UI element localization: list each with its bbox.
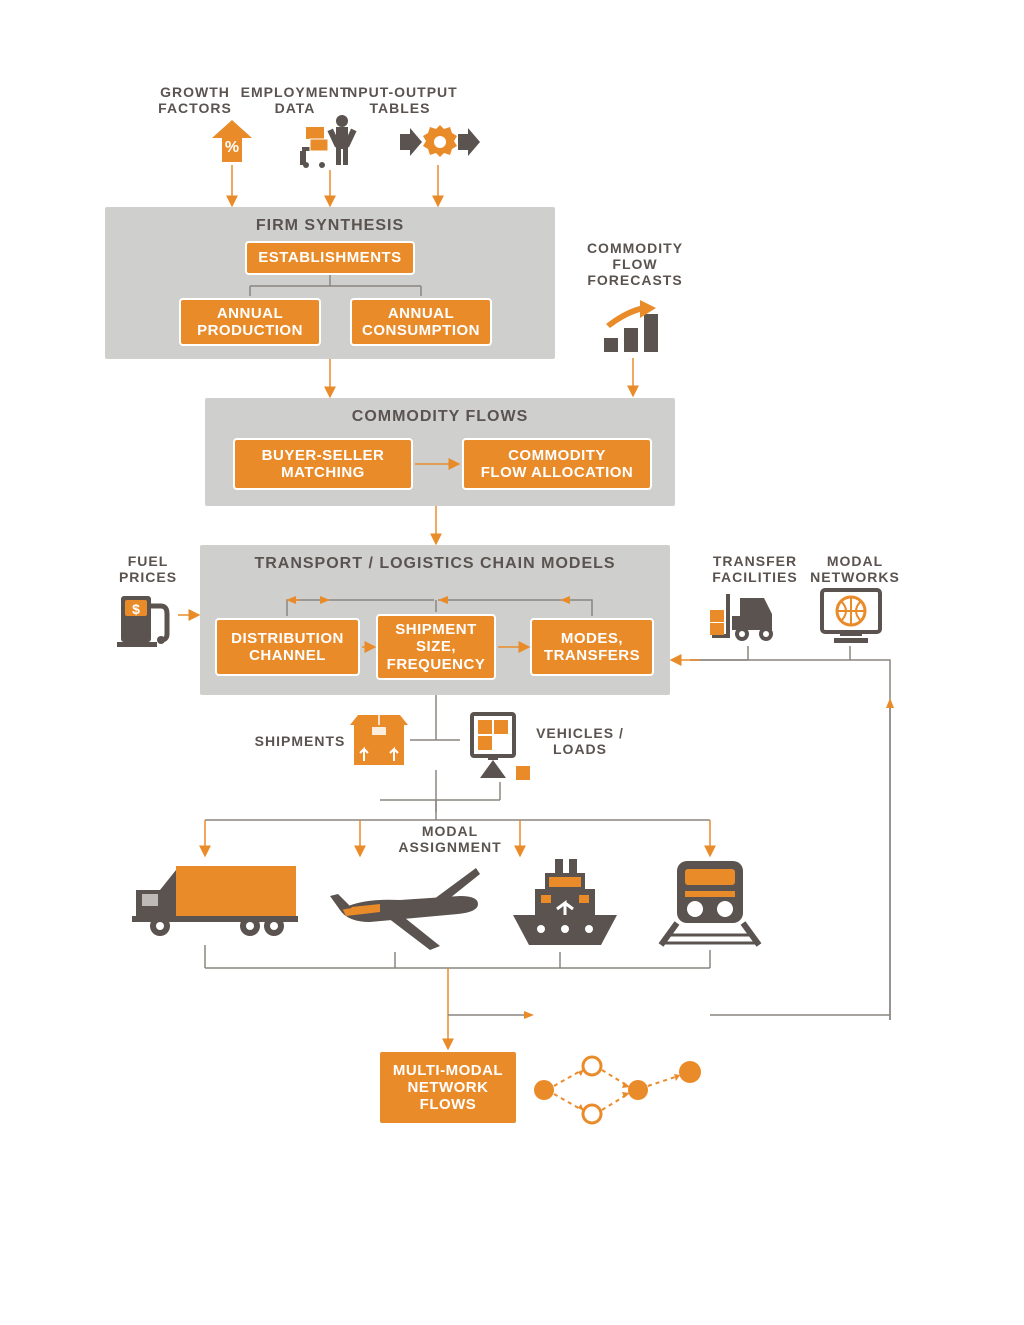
box-annual-production: ANNUALPRODUCTION	[179, 298, 321, 346]
box-buyer-seller: BUYER-SELLERMATCHING	[233, 438, 413, 490]
employment-icon	[298, 113, 368, 168]
globe-screen-icon	[820, 588, 882, 646]
box-dist-channel: DISTRIBUTIONCHANNEL	[215, 618, 360, 676]
label-fuel-prices: FUELPRICES	[113, 553, 183, 585]
box-establishments: ESTABLISHMENTS	[245, 241, 415, 275]
panel-title-flows: COMMODITY FLOWS	[205, 408, 675, 426]
label-transfer-fac: TRANSFERFACILITIES	[705, 553, 805, 585]
svg-text:$: $	[132, 601, 140, 617]
box-annual-consumption: ANNUALCONSUMPTION	[350, 298, 492, 346]
box-shipment-icon	[350, 715, 408, 769]
ship-icon	[505, 855, 625, 950]
label-vehicles: VEHICLES /LOADS	[530, 725, 630, 757]
loads-screen-icon	[470, 712, 530, 782]
plane-icon	[330, 860, 480, 950]
box-flow-alloc: COMMODITYFLOW ALLOCATION	[462, 438, 652, 490]
forklift-icon	[710, 590, 790, 645]
label-modal-assign: MODALASSIGNMENT	[385, 823, 515, 855]
panel-title-logistics: TRANSPORT / LOGISTICS CHAIN MODELS	[200, 555, 670, 573]
fuel-pump-icon: $	[115, 590, 175, 648]
growth-arrow-icon: %	[212, 120, 252, 162]
gear-io-icon	[400, 122, 480, 162]
box-modes-transfers: MODES,TRANSFERS	[530, 618, 654, 676]
panel-title-firm: FIRM SYNTHESIS	[105, 217, 555, 235]
box-ship-size: SHIPMENTSIZE,FREQUENCY	[376, 614, 496, 680]
label-io-tables: INPUT-OUTPUTTABLES	[342, 84, 458, 116]
label-shipments: SHIPMENTS	[250, 733, 350, 749]
train-icon	[655, 855, 765, 950]
diagram-stage: FIRM SYNTHESIS COMMODITY FLOWS TRANSPORT…	[0, 0, 1024, 1325]
label-growth-factors: GROWTHFACTORS	[147, 84, 243, 116]
box-multi-modal: MULTI-MODALNETWORKFLOWS	[378, 1050, 518, 1125]
label-employment-data: EMPLOYMENTDATA	[240, 84, 350, 116]
label-modal-networks: MODALNETWORKS	[805, 553, 905, 585]
label-forecasts: COMMODITYFLOWFORECASTS	[575, 240, 695, 288]
svg-text:%: %	[225, 139, 239, 156]
truck-icon	[130, 860, 300, 940]
forecast-bars-icon	[600, 300, 670, 355]
network-nodes-icon	[530, 1050, 710, 1130]
